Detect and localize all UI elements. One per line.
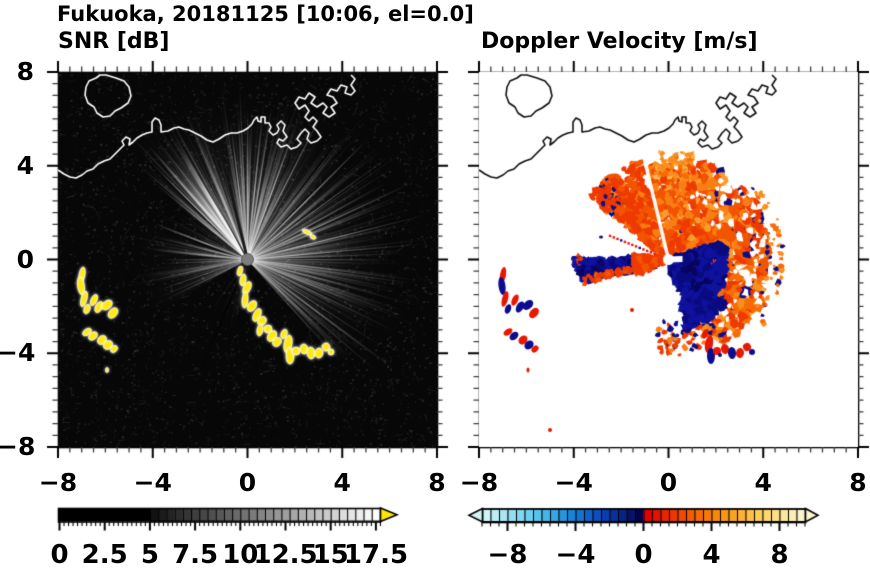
snr-colorbar-tick-label: 5 — [140, 540, 159, 570]
panel-title-doppler: Doppler Velocity [m/s] — [481, 29, 758, 54]
snr-colorbar-tick-label: 15 — [312, 540, 349, 570]
x-axis-tick-label: 8 — [428, 468, 446, 497]
doppler-colorbar-tick-label: 8 — [770, 540, 789, 570]
y-axis-tick-label: 0 — [16, 244, 34, 274]
x-axis-tick-label: 8 — [849, 468, 867, 497]
x-axis-tick-label: −8 — [38, 468, 78, 497]
snr-colorbar-tick-label: 7.5 — [172, 540, 219, 570]
y-axis-tick-label: −4 — [0, 338, 36, 368]
snr-colorbar-tick-label: 2.5 — [81, 540, 128, 570]
x-axis-tick-label: 4 — [333, 468, 351, 497]
snr-colorbar-tick-label: 12.5 — [253, 540, 318, 570]
x-axis-tick-label: −4 — [133, 468, 172, 497]
y-axis-tick-label: 4 — [16, 150, 34, 180]
doppler-colorbar-tick-label: −8 — [487, 540, 528, 570]
y-axis-tick-label: 8 — [16, 57, 34, 86]
snr-colorbar-tick-label: 17.5 — [343, 540, 409, 570]
doppler-colorbar-tick-label: 4 — [702, 540, 721, 570]
panel-title-snr: SNR [dB] — [58, 29, 170, 54]
x-axis-tick-label: 4 — [754, 468, 772, 497]
figure-title: Fukuoka, 20181125 [10:06, el=0.0] — [57, 2, 474, 26]
y-axis-tick-label: −8 — [0, 432, 36, 461]
x-axis-tick-label: −4 — [554, 468, 593, 497]
x-axis-tick-label: 0 — [659, 468, 678, 497]
doppler-colorbar-tick-label: −4 — [555, 540, 596, 570]
x-axis-tick-label: 0 — [238, 468, 257, 497]
doppler-colorbar-tick-label: 0 — [634, 540, 653, 570]
snr-colorbar-tick-label: 0 — [50, 540, 69, 570]
x-axis-tick-label: −8 — [459, 468, 499, 497]
snr-colorbar-tick-label: 10 — [222, 540, 259, 570]
